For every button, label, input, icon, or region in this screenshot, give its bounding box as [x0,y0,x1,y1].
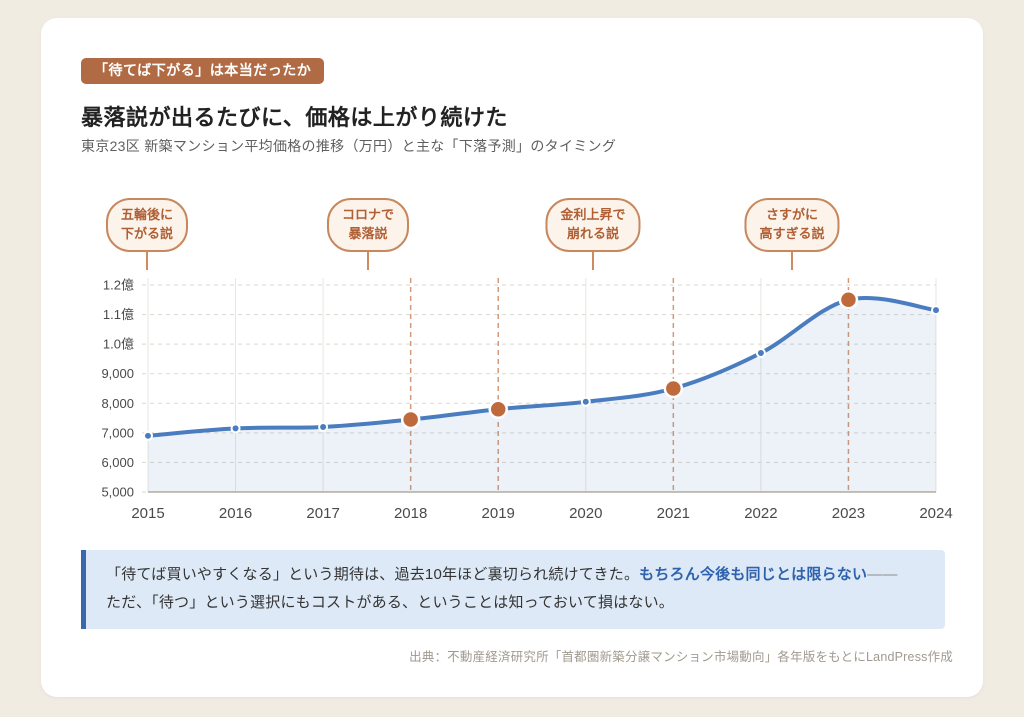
annotation-bubble-rates: 金利上昇で 崩れる説 [545,198,641,252]
callout-highlight: もちろん今後も同じとは限らない [639,566,868,583]
data-point [580,396,591,407]
x-axis-tick-label: 2015 [131,505,164,522]
y-axis-tick-label: 1.1億 [103,307,134,322]
highlighted-data-point [663,378,684,399]
x-axis-tick-label: 2020 [569,505,602,522]
page-title: 暴落説が出るたびに、価格は上がり続けた [81,105,508,131]
data-point [143,430,153,441]
x-axis-tick-label: 2022 [744,505,777,522]
infographic-card: 「待てば下がる」は本当だったか 暴落説が出るたびに、価格は上がり続けた 東京23… [41,18,983,697]
x-axis-tick-label: 2018 [394,505,427,522]
highlighted-data-point [838,290,859,310]
data-point [931,305,941,316]
annotation-tick [791,251,793,270]
x-axis-tick-label: 2021 [657,505,690,522]
annotation-tick [146,251,148,270]
takeaway-callout: 「待てば買いやすくなる」という期待は、過去10年ほど裏切られ続けてきた。もちろん… [81,550,945,629]
annotation-text: 金利上昇で [560,207,626,222]
y-axis-tick-label: 5,000 [101,485,134,500]
annotation-bubble-olympics: 五輪後に 下がる説 [105,198,189,252]
y-axis-tick-label: 7,000 [101,425,134,440]
annotation-bubble-corona: コロナで 暴落説 [326,198,410,252]
annotation-text: 崩れる説 [566,225,620,241]
y-axis-tick-label: 1.2億 [103,278,134,293]
annotation-tick [367,251,369,270]
y-axis-tick-label: 6,000 [101,455,134,470]
callout-text: 「待てば買いやすくなる」という期待は、過去10年ほど裏切られ続けてきた。 [106,566,640,583]
annotation-text: 五輪後に [120,207,174,222]
source-credit: 出典：不動産経済研究所「首都圏新築分譲マンション市場動向」各年版をもとにLand… [409,650,953,664]
x-axis-tick-label: 2017 [306,505,339,522]
chart-subtitle: 東京23区 新築マンション平均価格の推移（万円）と主な「下落予測」のタイミング [81,138,617,154]
annotation-text: コロナで [341,207,395,222]
x-axis-tick-label: 2019 [482,505,515,522]
data-point [230,423,241,434]
annotation-text: さすがに [765,207,819,222]
annotation-text: 暴落説 [348,225,388,241]
callout-dash: ―― [867,566,898,583]
highlighted-data-point [400,409,421,430]
callout-text-line2: ただ、「待つ」という選択にもコストがある、ということは知っておいて損はない。 [106,593,675,611]
x-axis-tick-label: 2024 [919,505,952,522]
y-axis-tick-label: 8,000 [101,396,134,411]
data-point [755,348,766,359]
data-point [318,421,329,432]
annotation-text: 下がる説 [120,225,174,241]
annotation-text: 高すぎる説 [759,225,825,241]
y-axis-tick-label: 1.0億 [103,337,134,352]
line-chart-svg: 1.2億 1.1億 1.0億 9,000 8,000 7,000 6,000 5,000 201… [101,278,952,523]
y-axis-tick-label: 9,000 [101,366,134,381]
x-axis-tick-label: 2023 [832,505,865,522]
annotation-tick [592,251,594,270]
annotation-bubble-too-high: さすがに 高すぎる説 [744,198,840,252]
x-axis-tick-label: 2016 [219,505,252,522]
price-trend-chart: 1.2億 1.1億 1.0億 9,000 8,000 7,000 6,000 5,000 201… [91,278,966,538]
topic-badge: 「待てば下がる」は本当だったか [81,58,325,84]
highlighted-data-point [488,399,508,419]
